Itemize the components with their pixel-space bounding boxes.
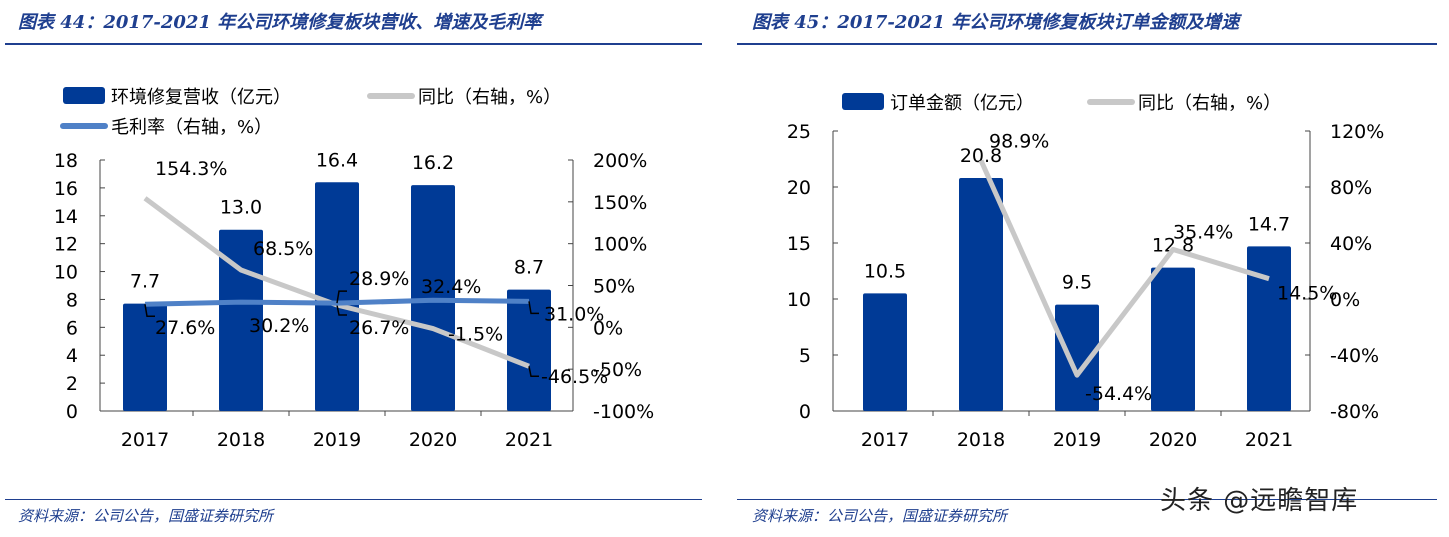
left-source: 资料来源：公司公告，国盛证券研究所: [18, 507, 274, 525]
chart2-legend-label: 订单金额（亿元）: [890, 93, 1034, 114]
chart2-right-tick-label: 120%: [1330, 121, 1384, 143]
chart2-right-tick-label: 40%: [1330, 233, 1372, 255]
chart1-line-label: 68.5%: [253, 238, 313, 260]
chart1-right-tick-label: 50%: [593, 276, 635, 298]
chart1-bar: [507, 289, 551, 411]
chart1-x-tick-label: 2017: [121, 429, 169, 451]
chart1-right-tick-label: 100%: [593, 234, 647, 256]
chart2-bar: [1055, 304, 1099, 411]
chart2-x-tick-label: 2017: [861, 429, 909, 451]
chart1-label-leader: [144, 304, 155, 317]
chart1-right-tick-label: 0%: [593, 317, 623, 339]
chart2-line-label: 35.4%: [1173, 221, 1233, 243]
chart1-line-label: 26.7%: [349, 317, 409, 339]
watermark: 头条 @远瞻智库: [1160, 486, 1359, 516]
chart2-line-1: [978, 159, 1270, 378]
chart1-line-label: 30.2%: [249, 315, 309, 337]
chart1-line-label: -46.5%: [541, 366, 608, 388]
chart1-bar: [315, 182, 359, 411]
chart2-bar: [1247, 246, 1291, 411]
chart2-left-tick-label: 25: [787, 121, 811, 143]
chart2-x-tick-label: 2020: [1149, 429, 1197, 451]
chart1-legend-swatch-bar: [63, 87, 105, 104]
chart2-line-label: 14.5%: [1277, 283, 1337, 305]
chart2-legend-label: 同比（右轴，%）: [1138, 93, 1281, 114]
chart2-x-tick-label: 2018: [957, 429, 1005, 451]
chart1-legend-label: 环境修复营收（亿元）: [111, 87, 291, 108]
chart2-bar-label: 10.5: [864, 260, 906, 282]
chart1-left-tick-label: 6: [66, 317, 78, 339]
left-chart-title: 图表 44：2017-2021 年公司环境修复板块营收、增速及毛利率: [18, 12, 542, 33]
chart1-label-leader: [336, 304, 347, 316]
chart1-bar-label: 16.2: [412, 152, 454, 174]
chart1-x-tick-label: 2021: [505, 429, 553, 451]
chart2-line-label: 98.9%: [989, 131, 1049, 153]
chart2-left-tick-label: 10: [787, 289, 811, 311]
chart2-bar: [863, 293, 907, 411]
chart1-line-label: -1.5%: [448, 324, 503, 346]
chart1-label-leader: [528, 301, 539, 315]
chart1-x-tick-label: 2018: [217, 429, 265, 451]
right-footer-rule: [737, 499, 1437, 500]
right-title-rule: [737, 43, 1437, 45]
chart2-right-tick-label: -40%: [1330, 345, 1379, 367]
chart2-x-tick-label: 2019: [1053, 429, 1101, 451]
chart2-left-tick-label: 20: [787, 177, 811, 199]
chart1-right-tick-label: 150%: [593, 192, 647, 214]
chart2-legend-swatch-bar: [842, 93, 884, 110]
chart1-bar-label: 16.4: [316, 149, 358, 171]
chart1-bar-label: 7.7: [130, 271, 160, 293]
chart2-bar-label: 14.7: [1248, 213, 1290, 235]
chart1-x-tick-label: 2019: [313, 429, 361, 451]
chart1-left-tick-label: 0: [66, 401, 78, 423]
chart1-x-tick-label: 2020: [409, 429, 457, 451]
chart2-left-tick-label: 5: [799, 345, 811, 367]
left-footer-rule: [5, 499, 702, 500]
chart1-line-label: 32.4%: [421, 276, 481, 298]
chart2-bar-label: 9.5: [1062, 272, 1092, 294]
chart1-legend-label: 毛利率（右轴，%）: [111, 117, 272, 138]
chart2-right-tick-label: -80%: [1330, 401, 1379, 423]
chart1-left-tick-label: 16: [54, 178, 78, 200]
chart2-left-tick-label: 15: [787, 233, 811, 255]
chart2-bar: [1151, 267, 1195, 411]
right-chart-title: 图表 45：2017-2021 年公司环境修复板块订单金额及增速: [752, 12, 1240, 33]
chart2-right-tick-label: 0%: [1330, 289, 1360, 311]
chart1-label-leader: [528, 366, 539, 377]
chart1-left-tick-label: 12: [54, 234, 78, 256]
chart1-line-label: 154.3%: [155, 158, 227, 180]
chart1-left-tick-label: 10: [54, 262, 78, 284]
chart2-bar: [959, 178, 1003, 411]
chart1-bar-label: 13.0: [220, 197, 262, 219]
chart1-right-tick-label: -50%: [593, 359, 642, 381]
right-source: 资料来源：公司公告，国盛证券研究所: [752, 507, 1008, 525]
chart2-line-label: -54.4%: [1085, 383, 1152, 405]
chart1-line-label: 28.9%: [349, 268, 409, 290]
chart1-left-tick-label: 2: [66, 373, 78, 395]
chart1-right-tick-label: 200%: [593, 150, 647, 172]
left-title-rule: [5, 43, 702, 45]
chart2-right-tick-label: 80%: [1330, 177, 1372, 199]
chart2-left-tick-label: 0: [799, 401, 811, 423]
chart1-left-tick-label: 18: [54, 150, 78, 172]
chart1-legend-label: 同比（右轴，%）: [418, 87, 561, 108]
chart1-line-label: 31.0%: [544, 303, 604, 325]
chart2-bar-label: 20.8: [960, 145, 1002, 167]
chart1-left-tick-label: 4: [66, 345, 78, 367]
chart1-left-tick-label: 14: [54, 206, 78, 228]
chart1-right-tick-label: -100%: [593, 401, 654, 423]
chart2-x-tick-label: 2021: [1245, 429, 1293, 451]
chart1-left-tick-label: 8: [66, 289, 78, 311]
chart1-bar: [123, 303, 167, 411]
chart1-line-label: 27.6%: [155, 317, 215, 339]
chart1-label-leader: [336, 290, 347, 304]
chart1-bar-label: 8.7: [514, 257, 544, 279]
